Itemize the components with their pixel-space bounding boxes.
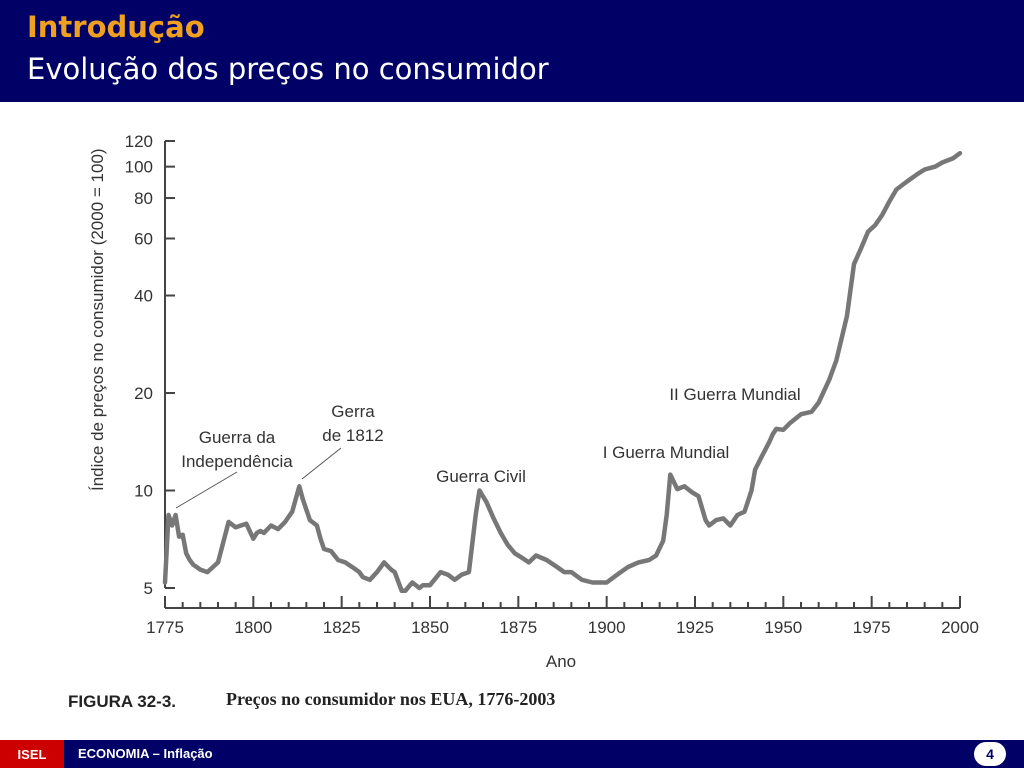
y-tick-label: 5: [144, 579, 153, 598]
x-axis-title: Ano: [546, 652, 576, 671]
slide-footer: ISEL ECONOMIA – Inflação 4: [0, 740, 1024, 768]
x-tick-label: 2000: [941, 618, 979, 637]
annotation-label: Guerra da: [199, 428, 276, 447]
y-tick-label: 60: [134, 229, 153, 248]
x-tick-label: 1775: [146, 618, 184, 637]
x-tick-label: 1800: [234, 618, 272, 637]
annotation-label: Independência: [181, 452, 293, 471]
y-axis-title: Índice de preços no consumidor (2000 = 1…: [88, 148, 107, 491]
annotation-label: Guerra Civil: [436, 467, 526, 486]
course-name: ECONOMIA – Inflação: [78, 746, 213, 761]
annotation-label: I Guerra Mundial: [603, 443, 730, 462]
x-tick-label: 1825: [323, 618, 361, 637]
y-tick-label: 120: [125, 132, 153, 151]
y-tick-label: 100: [125, 158, 153, 177]
annotation-label: de 1812: [322, 426, 383, 445]
x-tick-label: 1950: [764, 618, 802, 637]
x-tick-label: 1900: [588, 618, 626, 637]
y-tick-label: 10: [134, 482, 153, 501]
x-tick-label: 1850: [411, 618, 449, 637]
slide-header: Introdução Evolução dos preços no consum…: [0, 0, 1024, 102]
x-tick-label: 1925: [676, 618, 714, 637]
cpi-series-line: [162, 150, 963, 594]
annotation-label: Gerra: [331, 402, 375, 421]
cpi-chart: 5 10 20 40 60 80 100 120 1775 1800 1825 1850 1875 190…: [68, 132, 979, 711]
y-tick-label: 40: [134, 287, 153, 306]
annotation-leader: [175, 471, 238, 509]
y-tick-label: 80: [134, 189, 153, 208]
chart-area: 5 10 20 40 60 80 100 120 1775 1800 1825 1850 1875 190…: [0, 102, 1024, 738]
annotations: Guerra da Independência Gerra de 1812 Guerra…: [181, 385, 800, 486]
y-tick-label: 20: [134, 384, 153, 403]
figure-label: FIGURA 32-3.: [68, 692, 176, 711]
x-tick-label: 1875: [499, 618, 537, 637]
x-tick-label: 1975: [853, 618, 891, 637]
slide-title: Introdução: [27, 10, 205, 44]
page-number: 4: [974, 742, 1006, 766]
annotation-label: II Guerra Mundial: [669, 385, 800, 404]
brand-badge: ISEL: [0, 740, 64, 768]
chart-axes: 5 10 20 40 60 80 100 120 1775 1800 1825 1850 1875 190…: [125, 132, 979, 637]
slide-subtitle: Evolução dos preços no consumidor: [27, 52, 549, 86]
figure-caption: Preços no consumidor nos EUA, 1776-2003: [226, 689, 555, 709]
annotation-leaders: [175, 447, 342, 509]
annotation-leader: [301, 447, 342, 480]
